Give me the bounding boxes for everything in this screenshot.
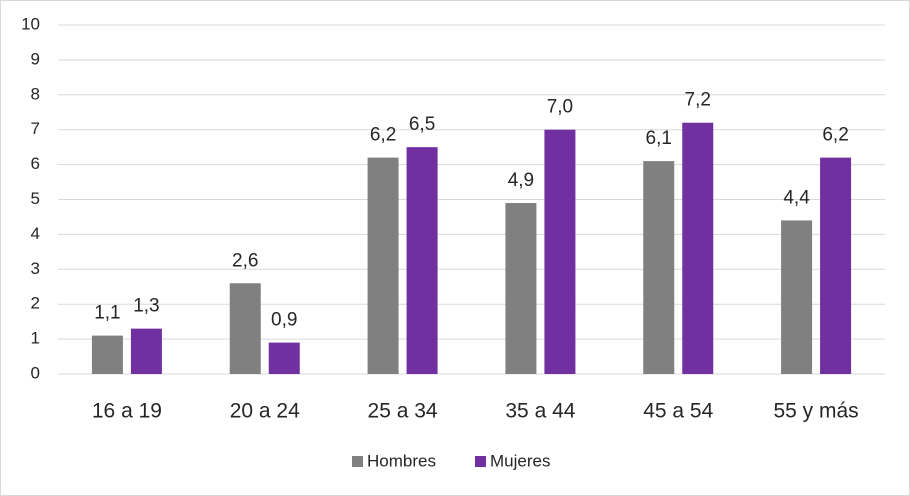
legend-label: Mujeres [490, 451, 550, 470]
value-label: 1,1 [94, 303, 120, 324]
x-tick-label: 20 a 24 [230, 400, 300, 423]
x-tick-label: 25 a 34 [368, 400, 438, 423]
y-tick-label: 10 [21, 14, 40, 33]
y-tick-label: 2 [31, 294, 40, 313]
value-label: 7,0 [547, 97, 573, 118]
value-label: 1,3 [133, 296, 159, 317]
legend-label: Hombres [367, 451, 436, 470]
bar [91, 335, 123, 374]
bar [682, 122, 714, 374]
value-label: 6,5 [409, 114, 435, 135]
bar [544, 129, 576, 374]
bar [367, 157, 399, 374]
value-label: 2,6 [232, 250, 258, 271]
bar [406, 147, 438, 374]
value-label: 0,9 [271, 310, 297, 331]
value-label: 6,2 [370, 125, 396, 146]
bar [820, 157, 852, 374]
y-tick-label: 5 [31, 189, 40, 208]
x-tick-label: 35 a 44 [505, 400, 575, 423]
legend-swatch [352, 456, 363, 467]
y-tick-label: 3 [31, 259, 40, 278]
y-tick-label: 4 [31, 224, 40, 243]
legend-swatch [475, 456, 486, 467]
bar [229, 283, 261, 374]
y-tick-label: 9 [31, 49, 40, 68]
bar [505, 202, 537, 374]
x-tick-label: 55 y más [773, 400, 858, 423]
y-tick-label: 1 [31, 329, 40, 348]
y-tick-label: 6 [31, 154, 40, 173]
y-tick-label: 0 [31, 363, 40, 382]
bar [781, 220, 813, 374]
bar [130, 328, 162, 374]
value-label: 6,2 [822, 125, 848, 146]
y-tick-label: 8 [31, 84, 40, 103]
bar [643, 161, 675, 374]
x-tick-label: 45 a 54 [643, 400, 713, 423]
y-tick-label: 7 [31, 119, 40, 138]
x-tick-label: 16 a 19 [92, 400, 162, 423]
bar [268, 342, 300, 374]
value-label: 6,1 [646, 128, 672, 149]
value-label: 7,2 [685, 90, 711, 111]
value-label: 4,9 [508, 170, 534, 191]
value-label: 4,4 [783, 187, 810, 208]
